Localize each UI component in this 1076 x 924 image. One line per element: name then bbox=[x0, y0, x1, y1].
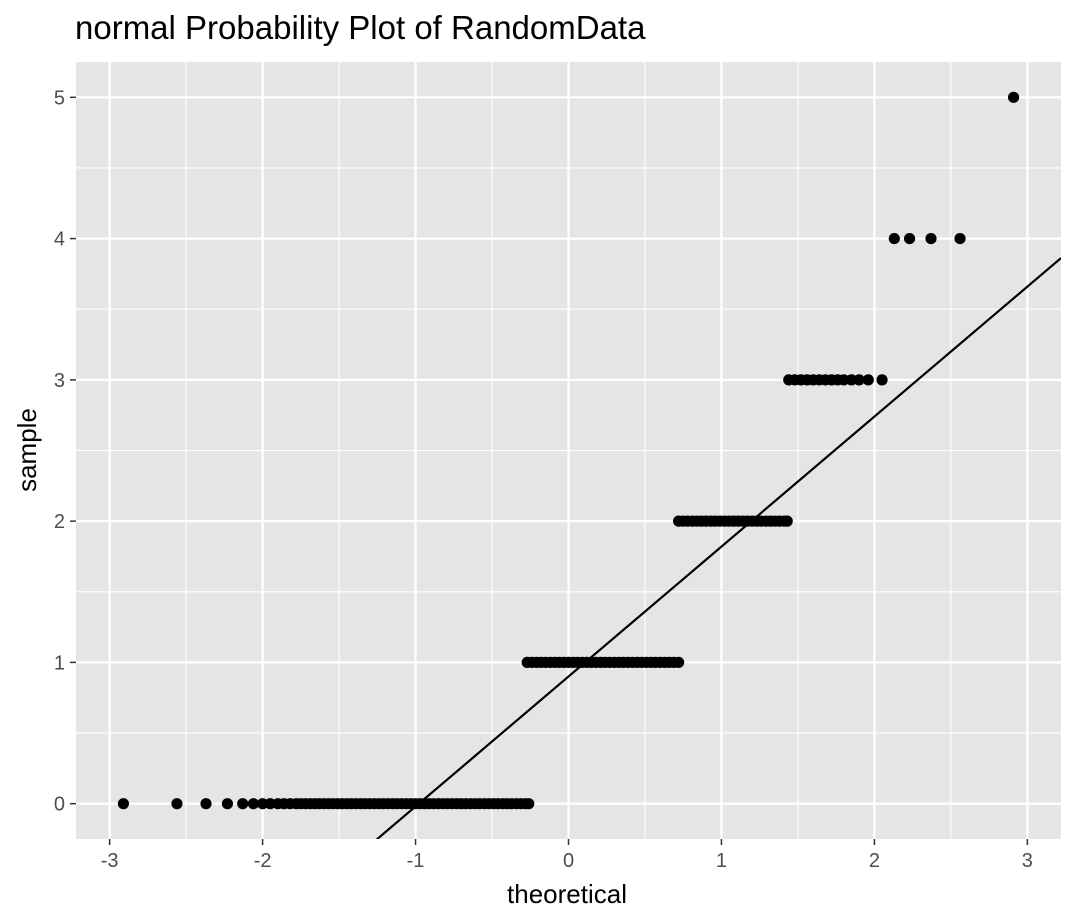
y-tick-label: 4 bbox=[54, 229, 65, 251]
reference-line-group bbox=[375, 257, 1061, 839]
x-tick-label: 1 bbox=[716, 850, 727, 872]
data-point bbox=[171, 798, 183, 810]
x-axis: -3 -2 -1 0 1 2 3 bbox=[101, 839, 1033, 872]
data-point bbox=[247, 798, 260, 810]
data-point bbox=[1007, 91, 1020, 103]
x-tick-label: 0 bbox=[563, 850, 574, 872]
major-gridlines bbox=[76, 62, 1061, 839]
data-point bbox=[117, 798, 130, 810]
chart-title: normal Probability Plot of RandomData bbox=[75, 9, 646, 46]
x-tick-label: 3 bbox=[1022, 850, 1033, 872]
y-tick-label: 3 bbox=[54, 370, 65, 392]
data-point bbox=[673, 656, 685, 669]
data-points bbox=[117, 91, 1020, 810]
y-axis-title: sample bbox=[12, 408, 42, 492]
data-point bbox=[523, 798, 535, 810]
x-tick-label: -1 bbox=[407, 850, 425, 872]
y-tick-label: 0 bbox=[54, 794, 65, 816]
reference-line bbox=[375, 257, 1061, 839]
x-tick-label: 2 bbox=[869, 850, 880, 872]
y-tick-label: 1 bbox=[54, 652, 65, 674]
y-tick-label: 5 bbox=[54, 87, 65, 109]
data-point bbox=[954, 232, 966, 245]
data-point bbox=[925, 232, 937, 245]
data-point bbox=[876, 374, 888, 386]
data-point bbox=[903, 232, 916, 245]
data-point bbox=[221, 798, 234, 810]
data-point bbox=[781, 515, 793, 527]
x-axis-title: theoretical bbox=[507, 879, 627, 909]
x-tick-label: -3 bbox=[101, 850, 119, 872]
data-point bbox=[200, 798, 212, 810]
data-point bbox=[888, 232, 900, 245]
data-point bbox=[853, 374, 865, 386]
y-axis: 0 1 2 3 4 5 bbox=[54, 87, 76, 816]
y-tick-label: 2 bbox=[54, 511, 65, 533]
x-tick-label: -2 bbox=[254, 850, 272, 872]
data-point bbox=[862, 374, 874, 386]
data-point bbox=[237, 798, 249, 810]
